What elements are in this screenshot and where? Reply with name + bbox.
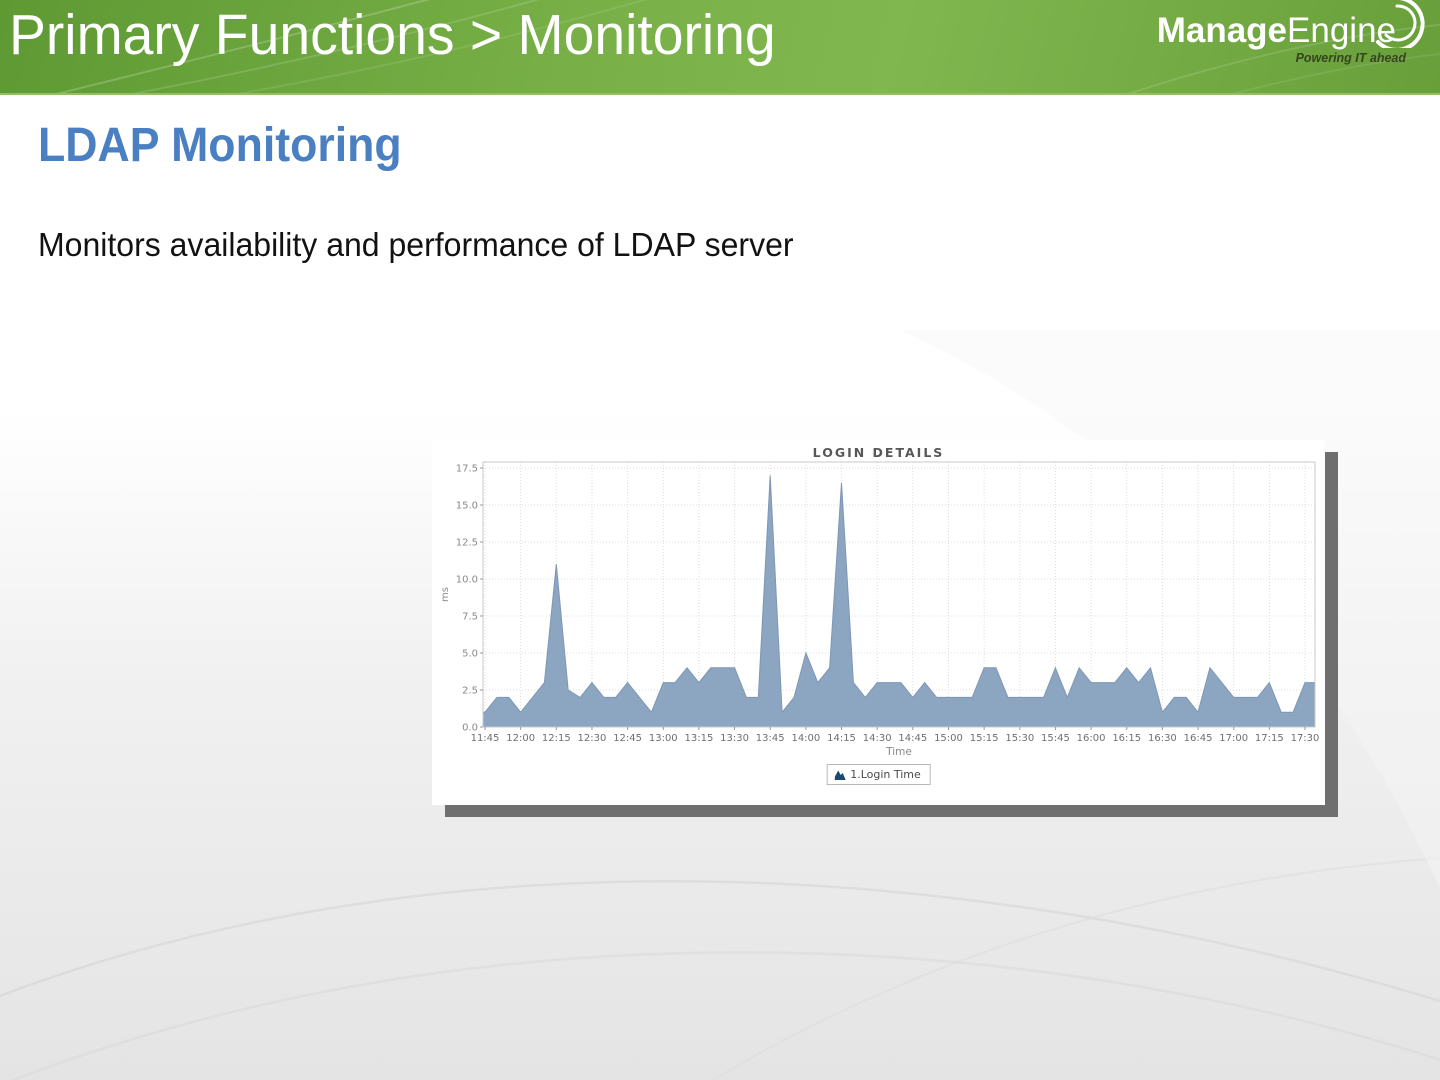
svg-text:13:30: 13:30 xyxy=(720,733,749,744)
svg-text:12.5: 12.5 xyxy=(456,538,478,549)
legend-label: 1.Login Time xyxy=(850,768,921,781)
svg-text:15.0: 15.0 xyxy=(456,501,478,512)
login-details-chart: 11:45 12:00 12:15 12:30 12:45 13:00 13:15 13:30… xyxy=(440,461,1320,758)
x-axis-labels: 11:45 12:00 12:15 12:30 12:45 13:00 13:15 13:30… xyxy=(471,733,1320,744)
chart-legend: 1.Login Time xyxy=(826,764,931,785)
plot-border xyxy=(482,461,1316,728)
svg-text:17:15: 17:15 xyxy=(1255,733,1284,744)
svg-text:12:45: 12:45 xyxy=(613,733,642,744)
svg-text:5.0: 5.0 xyxy=(462,649,478,660)
svg-text:17:00: 17:00 xyxy=(1219,733,1248,744)
slide-heading: LDAP Monitoring xyxy=(38,119,402,172)
svg-text:16:45: 16:45 xyxy=(1184,733,1213,744)
svg-text:11:45: 11:45 xyxy=(471,733,500,744)
svg-text:15:45: 15:45 xyxy=(1041,733,1070,744)
svg-text:16:30: 16:30 xyxy=(1148,733,1177,744)
svg-text:16:00: 16:00 xyxy=(1077,733,1106,744)
svg-text:10.0: 10.0 xyxy=(456,575,478,586)
svg-text:13:00: 13:00 xyxy=(649,733,678,744)
svg-text:15:15: 15:15 xyxy=(970,733,999,744)
axis-ticks xyxy=(480,467,1306,730)
svg-text:13:15: 13:15 xyxy=(684,733,713,744)
slide-description: Monitors availability and performance of… xyxy=(38,226,794,263)
svg-text:14:15: 14:15 xyxy=(827,733,856,744)
x-axis-title: Time xyxy=(885,746,912,758)
svg-text:14:45: 14:45 xyxy=(898,733,927,744)
svg-text:12:30: 12:30 xyxy=(578,733,607,744)
logo-wordmark: ManageEngine xyxy=(1157,0,1425,50)
svg-text:17:30: 17:30 xyxy=(1291,733,1320,744)
manageengine-logo: ManageEngine Powering IT ahead xyxy=(1157,0,1425,65)
svg-text:0.0: 0.0 xyxy=(462,723,478,734)
y-axis-title: ms xyxy=(440,587,451,602)
header-bar: Primary Functions > Monitoring ManageEng… xyxy=(0,0,1440,95)
chart-panel: 11:45 12:00 12:15 12:30 12:45 13:00 13:15 13:30… xyxy=(432,440,1325,805)
page-title: Primary Functions > Monitoring xyxy=(9,3,776,67)
svg-text:14:30: 14:30 xyxy=(863,733,892,744)
svg-text:17.5: 17.5 xyxy=(456,464,478,475)
y-axis-labels: 0.0 2.5 5.0 7.5 10.0 12.5 15.0 17.5 xyxy=(456,464,478,734)
svg-text:7.5: 7.5 xyxy=(462,612,478,623)
svg-text:15:30: 15:30 xyxy=(1005,733,1034,744)
logo-tagline: Powering IT ahead xyxy=(1295,51,1406,65)
svg-text:12:15: 12:15 xyxy=(542,733,571,744)
svg-text:2.5: 2.5 xyxy=(462,686,478,697)
legend-marker-icon xyxy=(834,769,846,781)
svg-text:16:15: 16:15 xyxy=(1112,733,1141,744)
chart-title: LOGIN DETAILS xyxy=(812,445,945,460)
logo-swoosh-icon xyxy=(1376,0,1425,48)
svg-text:13:45: 13:45 xyxy=(756,733,785,744)
area-series-login-time xyxy=(482,475,1316,728)
svg-text:12:00: 12:00 xyxy=(506,733,535,744)
svg-text:14:00: 14:00 xyxy=(791,733,820,744)
svg-text:15:00: 15:00 xyxy=(934,733,963,744)
